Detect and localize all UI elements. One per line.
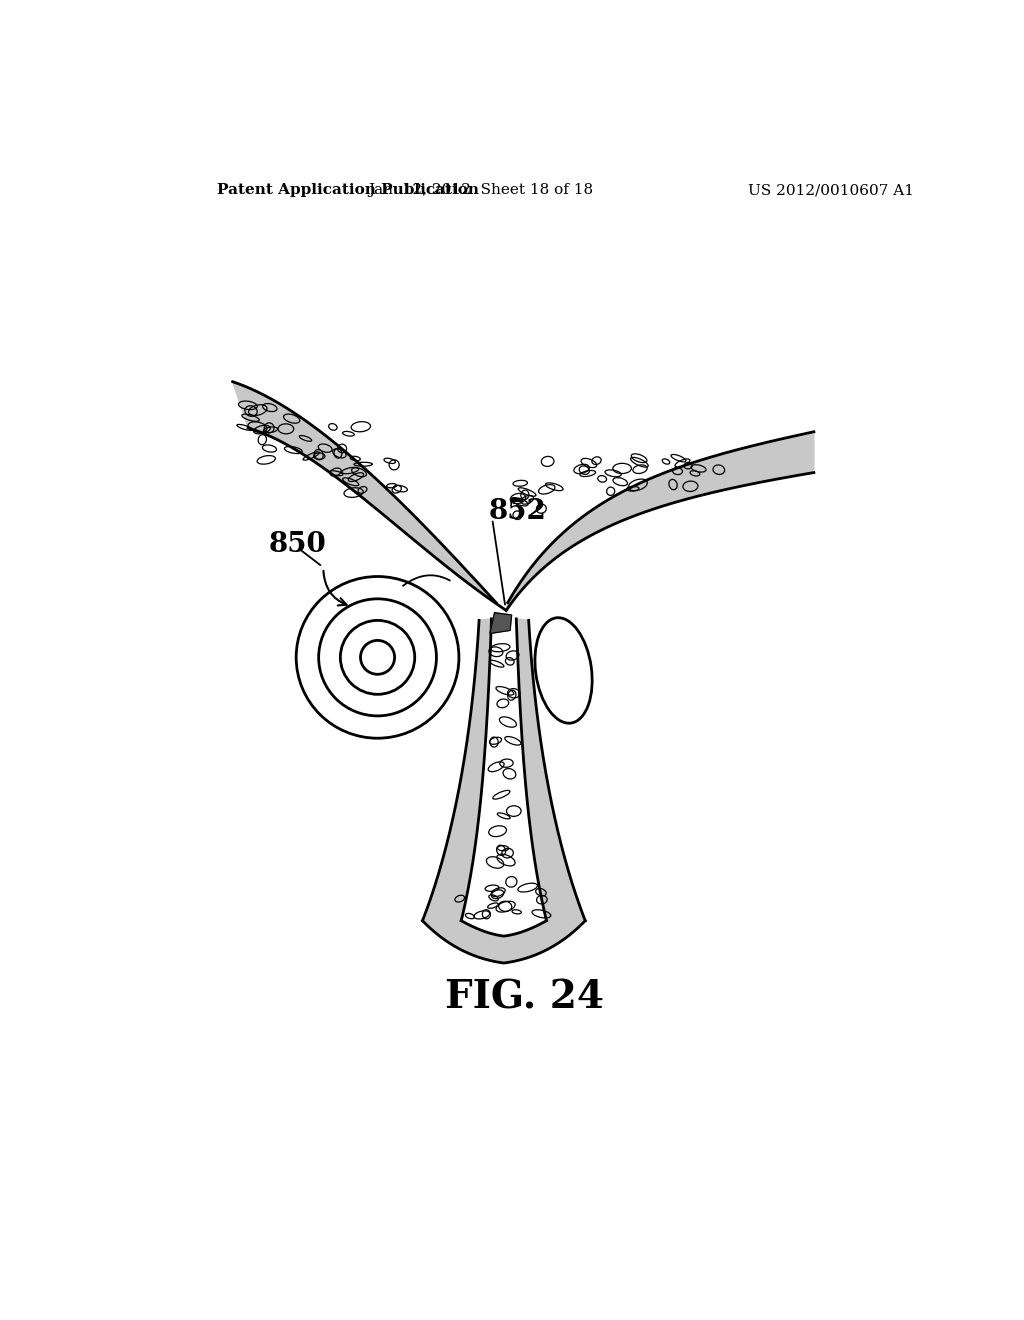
Polygon shape	[489, 612, 512, 634]
Text: Patent Application Publication: Patent Application Publication	[217, 183, 479, 197]
Polygon shape	[232, 381, 506, 610]
Text: 850: 850	[269, 532, 327, 558]
Text: US 2012/0010607 A1: US 2012/0010607 A1	[748, 183, 914, 197]
Text: 852: 852	[488, 498, 546, 524]
Polygon shape	[423, 619, 492, 921]
Polygon shape	[516, 619, 586, 921]
Text: Jan. 12, 2012  Sheet 18 of 18: Jan. 12, 2012 Sheet 18 of 18	[368, 183, 593, 197]
Text: FIG. 24: FIG. 24	[445, 978, 604, 1016]
Polygon shape	[506, 432, 814, 610]
Polygon shape	[423, 921, 586, 964]
